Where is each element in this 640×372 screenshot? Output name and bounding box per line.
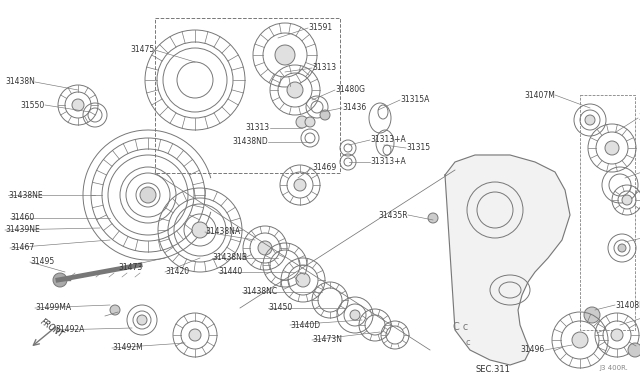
Text: 31591: 31591: [308, 23, 332, 32]
Text: 31492M: 31492M: [112, 343, 143, 353]
Text: 31313: 31313: [246, 124, 270, 132]
Circle shape: [350, 310, 360, 320]
Text: 31438N: 31438N: [5, 77, 35, 87]
Text: 31315A: 31315A: [400, 96, 429, 105]
Circle shape: [572, 332, 588, 348]
Text: 31420: 31420: [165, 267, 189, 276]
Circle shape: [258, 241, 272, 255]
Text: SEC.311: SEC.311: [475, 366, 510, 372]
Text: 31313+A: 31313+A: [370, 157, 406, 167]
Circle shape: [110, 305, 120, 315]
Circle shape: [611, 329, 623, 341]
Bar: [580, 95, 635, 330]
Text: 31313+A: 31313+A: [370, 135, 406, 144]
Circle shape: [287, 82, 303, 98]
Text: 31436: 31436: [342, 103, 366, 112]
Circle shape: [296, 273, 310, 287]
Text: 31407M: 31407M: [524, 90, 555, 99]
Text: 31438ND: 31438ND: [232, 138, 268, 147]
Text: 31492A: 31492A: [55, 326, 84, 334]
Text: 31408B: 31408B: [615, 301, 640, 310]
Text: J3 400R.: J3 400R.: [599, 365, 628, 371]
Circle shape: [53, 273, 67, 287]
Text: FRONT: FRONT: [39, 318, 65, 340]
Circle shape: [320, 110, 330, 120]
Text: 31473N: 31473N: [312, 336, 342, 344]
Text: 31460: 31460: [10, 214, 35, 222]
Text: 31435R: 31435R: [378, 211, 408, 219]
Text: 31438NA: 31438NA: [205, 228, 240, 237]
Text: 31440D: 31440D: [290, 321, 320, 330]
Circle shape: [305, 117, 315, 127]
Text: 31439NE: 31439NE: [5, 225, 40, 234]
Text: 31499MA: 31499MA: [35, 304, 71, 312]
Text: 31438NB: 31438NB: [212, 253, 247, 263]
Text: C c: C c: [453, 322, 468, 332]
Text: 31473: 31473: [118, 263, 142, 273]
Text: 31467: 31467: [10, 244, 35, 253]
Circle shape: [584, 307, 600, 323]
Circle shape: [192, 222, 208, 238]
Circle shape: [605, 141, 619, 155]
Circle shape: [296, 116, 308, 128]
Circle shape: [294, 179, 306, 191]
Text: 31496: 31496: [521, 346, 545, 355]
Text: 31550: 31550: [20, 100, 45, 109]
Text: 31315: 31315: [406, 144, 430, 153]
Text: 31450: 31450: [268, 304, 292, 312]
Circle shape: [618, 244, 626, 252]
Bar: [155, 18, 340, 173]
Text: 31438NC: 31438NC: [242, 288, 277, 296]
Text: 31438NE: 31438NE: [8, 190, 43, 199]
Circle shape: [137, 315, 147, 325]
Polygon shape: [445, 155, 570, 365]
Circle shape: [622, 195, 632, 205]
Text: 31480G: 31480G: [335, 86, 365, 94]
Circle shape: [585, 115, 595, 125]
Circle shape: [275, 45, 295, 65]
Text: 31475: 31475: [131, 45, 155, 55]
Text: c: c: [465, 338, 470, 347]
Text: 31469: 31469: [312, 164, 336, 173]
Circle shape: [628, 343, 640, 357]
Text: 31313: 31313: [312, 64, 336, 73]
Text: 31480: 31480: [638, 113, 640, 122]
Circle shape: [189, 329, 201, 341]
Circle shape: [72, 99, 84, 111]
Text: 31440: 31440: [218, 267, 243, 276]
Circle shape: [140, 187, 156, 203]
Circle shape: [428, 213, 438, 223]
Text: 31495: 31495: [30, 257, 54, 266]
